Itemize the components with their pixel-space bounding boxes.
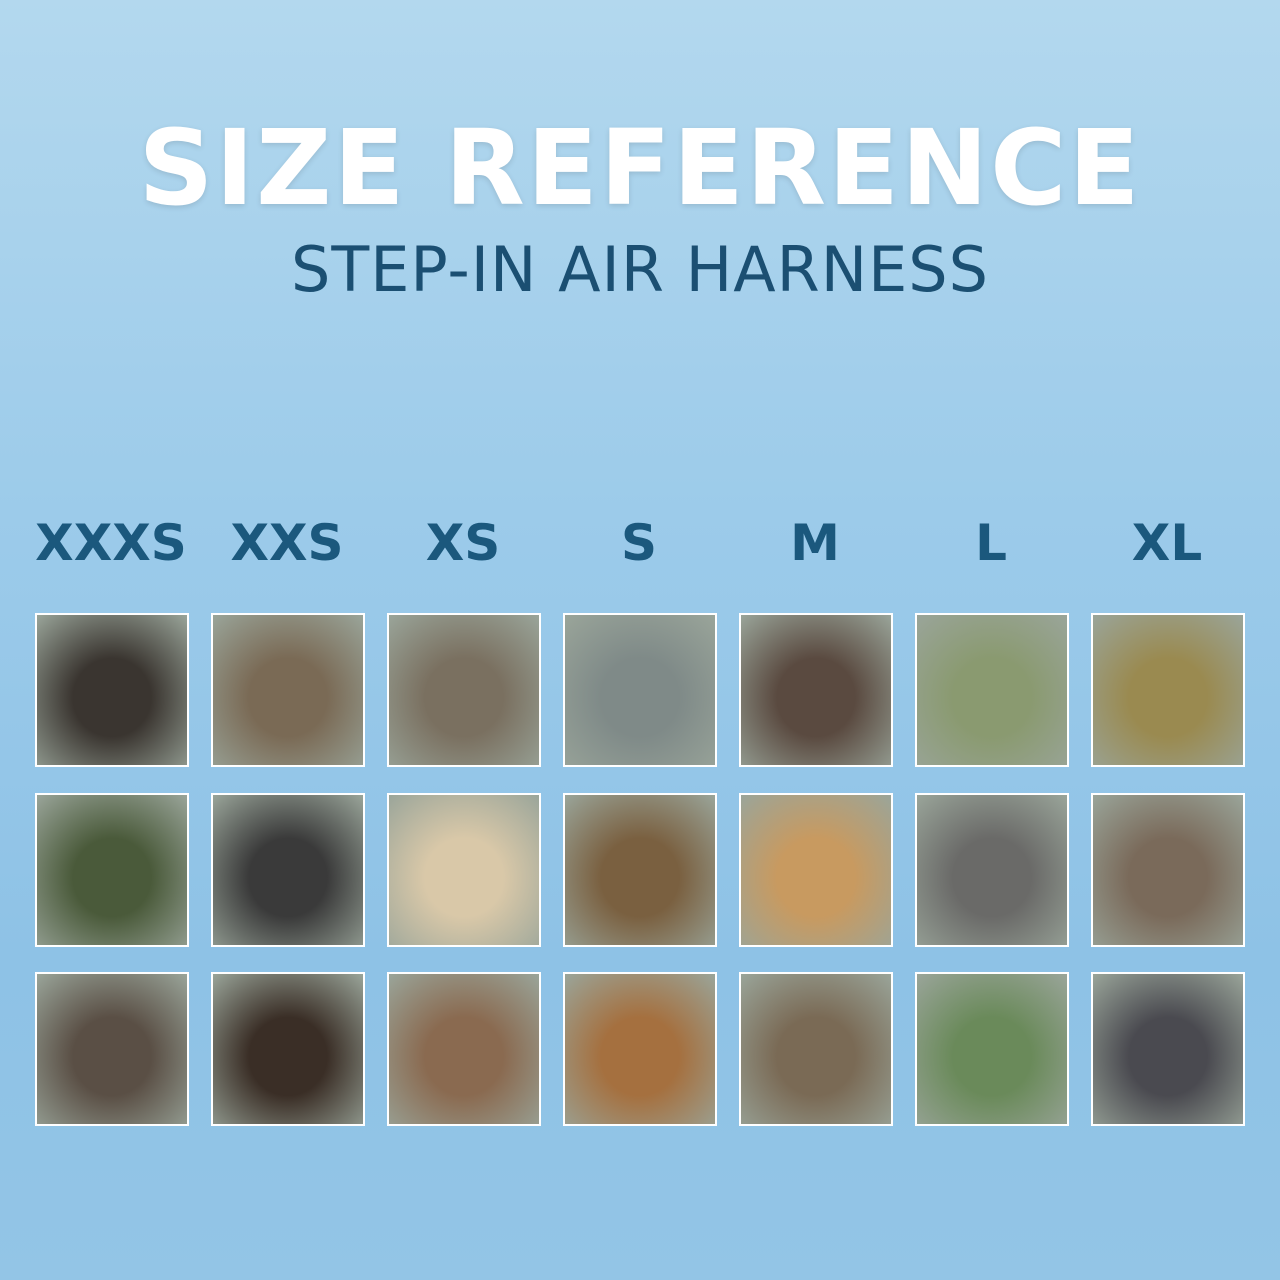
pet-photo xyxy=(35,972,189,1126)
pet-photo xyxy=(563,613,717,767)
pet-photo xyxy=(563,793,717,947)
size-label: M xyxy=(790,514,840,572)
pet-photo xyxy=(915,793,1069,947)
pet-photo xyxy=(915,972,1069,1126)
size-label: L xyxy=(975,514,1007,572)
pet-photo xyxy=(35,613,189,767)
pet-photo xyxy=(739,793,893,947)
pet-photo xyxy=(1091,972,1245,1126)
pet-photo xyxy=(211,613,365,767)
pet-photo xyxy=(915,613,1069,767)
size-label: S xyxy=(620,514,657,572)
pet-photo xyxy=(1091,613,1245,767)
pet-photo xyxy=(739,972,893,1126)
pet-photo xyxy=(739,613,893,767)
pet-photo xyxy=(211,793,365,947)
size-label: XXS xyxy=(230,514,344,572)
pet-photo xyxy=(211,972,365,1126)
size-label: XXXS xyxy=(35,514,187,572)
pet-photo xyxy=(387,793,541,947)
pet-photo xyxy=(35,793,189,947)
size-label: XS xyxy=(425,514,501,572)
page-title: SIZE REFERENCE xyxy=(138,107,1142,229)
pet-photo xyxy=(387,972,541,1126)
page-subtitle: STEP-IN AIR HARNESS xyxy=(290,233,990,306)
pet-photo xyxy=(387,613,541,767)
size-label: XL xyxy=(1131,514,1203,572)
pet-photo xyxy=(563,972,717,1126)
pet-photo xyxy=(1091,793,1245,947)
